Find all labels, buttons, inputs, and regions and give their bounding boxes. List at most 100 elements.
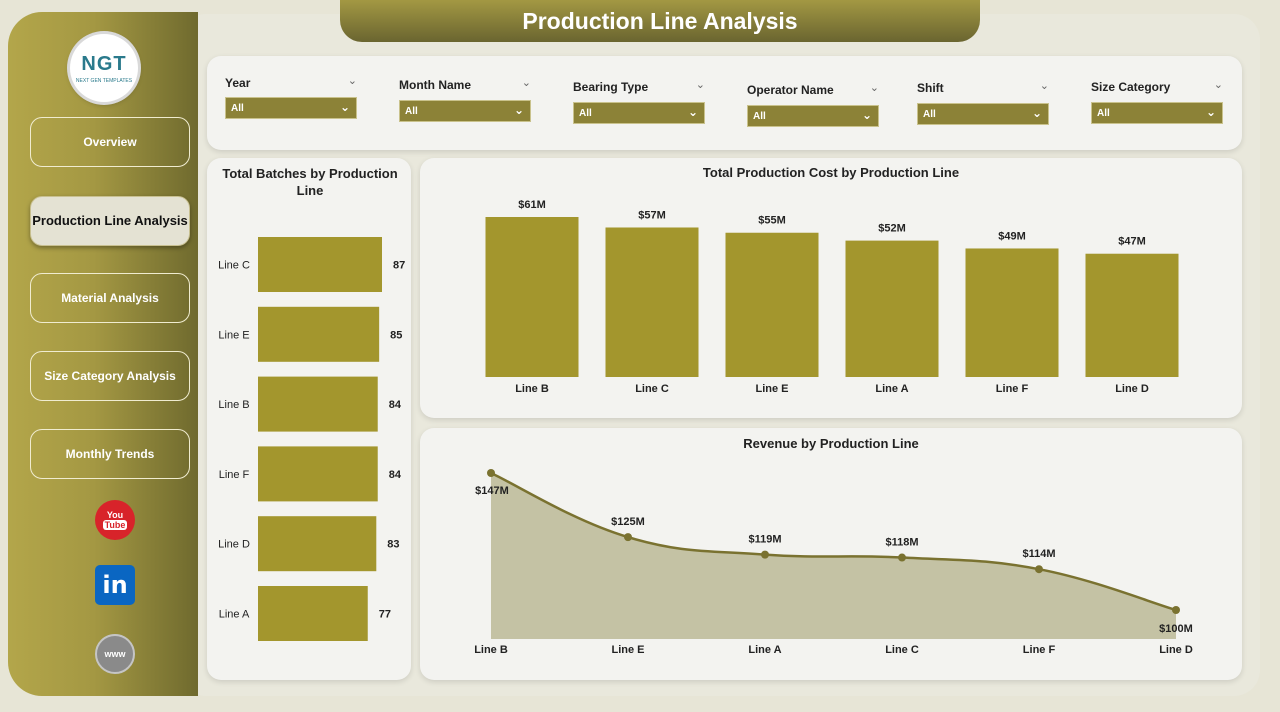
batches-category-label: Line C — [218, 260, 250, 272]
nav-overview-button[interactable]: Overview — [30, 117, 190, 167]
revenue-category-label: Line F — [1023, 644, 1056, 656]
filter-label: Operator Name — [747, 83, 834, 97]
filter-panel: Year ⌄ All ⌄ Month Name ⌄ All ⌄ Bearing … — [207, 56, 1242, 150]
chevron-down-icon: ⌄ — [1031, 106, 1042, 120]
cost-category-label: Line E — [755, 383, 788, 395]
filter-size-category: Size Category ⌄ All ⌄ — [1091, 78, 1223, 124]
filter-value: All — [231, 102, 244, 114]
cost-value-label: $52M — [878, 223, 906, 235]
month-name-select[interactable]: All ⌄ — [399, 100, 531, 122]
revenue-category-label: Line C — [885, 644, 919, 656]
cost-bar[interactable] — [965, 248, 1059, 377]
cost-bar[interactable] — [485, 217, 579, 377]
revenue-point[interactable] — [624, 533, 632, 542]
nav-material-analysis-button[interactable]: Material Analysis — [30, 273, 190, 323]
year-select[interactable]: All ⌄ — [225, 97, 357, 119]
chevron-down-icon: ⌄ — [1205, 105, 1216, 119]
batches-category-label: Line A — [219, 609, 250, 621]
revenue-point[interactable] — [761, 550, 769, 559]
chevron-down-icon[interactable]: ⌄ — [347, 75, 357, 87]
batches-category-label: Line E — [218, 329, 249, 341]
filter-value: All — [1097, 107, 1110, 119]
operator-name-select[interactable]: All ⌄ — [747, 105, 879, 127]
filter-bearing-type: Bearing Type ⌄ All ⌄ — [573, 78, 705, 124]
bearing-type-select[interactable]: All ⌄ — [573, 102, 705, 124]
revenue-point[interactable] — [1035, 565, 1043, 574]
revenue-category-label: Line E — [611, 644, 644, 656]
revenue-chart-panel: Revenue by Production Line $147M Line B $1… — [420, 428, 1242, 680]
batches-category-label: Line B — [218, 399, 249, 411]
company-logo[interactable]: NGT NEXT GEN TEMPLATES — [70, 34, 138, 102]
page-title: Production Line Analysis — [340, 0, 980, 42]
revenue-point[interactable] — [898, 553, 906, 562]
revenue-area-fill — [491, 473, 1176, 639]
batches-bar[interactable] — [258, 446, 378, 502]
linkedin-icon[interactable]: in — [95, 565, 135, 605]
chevron-down-icon[interactable]: ⌄ — [1039, 80, 1049, 92]
revenue-category-label: Line D — [1159, 644, 1193, 656]
chevron-down-icon: ⌄ — [513, 103, 524, 117]
cost-chart-title: Total Production Cost by Production Line — [702, 165, 960, 180]
cost-bar[interactable] — [725, 232, 819, 377]
cost-bar[interactable] — [1085, 253, 1179, 377]
cost-category-label: Line B — [515, 383, 549, 395]
revenue-value-label: $147M — [475, 485, 509, 497]
cost-bar[interactable] — [605, 227, 699, 377]
filter-operator-name: Operator Name ⌄ All ⌄ — [747, 81, 879, 127]
chevron-down-icon[interactable]: ⌄ — [869, 82, 879, 94]
chevron-down-icon[interactable]: ⌄ — [521, 77, 531, 89]
chevron-down-icon: ⌄ — [339, 100, 350, 114]
youtube-icon[interactable]: You Tube — [95, 500, 135, 540]
revenue-value-label: $119M — [748, 534, 781, 546]
filter-shift: Shift ⌄ All ⌄ — [917, 79, 1049, 125]
batches-bar[interactable] — [258, 586, 368, 641]
filter-month-name: Month Name ⌄ All ⌄ — [399, 76, 531, 122]
batches-value-label: 84 — [389, 469, 402, 481]
cost-category-label: Line C — [635, 383, 669, 395]
batches-value-label: 87 — [393, 260, 405, 272]
batches-category-label: Line D — [218, 539, 250, 551]
batches-bar[interactable] — [258, 237, 382, 292]
website-globe-icon[interactable]: www — [95, 634, 135, 674]
batches-bar[interactable] — [258, 376, 378, 432]
chevron-down-icon: ⌄ — [861, 108, 872, 122]
logo-subtext: NEXT GEN TEMPLATES — [75, 77, 133, 84]
chevron-down-icon[interactable]: ⌄ — [1213, 79, 1223, 91]
filter-value: All — [753, 110, 766, 122]
chevron-down-icon: ⌄ — [687, 105, 698, 119]
youtube-text-top: You — [106, 510, 124, 520]
cost-value-label: $47M — [1118, 236, 1146, 248]
batches-bar[interactable] — [258, 306, 380, 362]
revenue-point[interactable] — [487, 469, 495, 477]
batches-value-label: 77 — [379, 609, 391, 621]
nav-monthly-trends-button[interactable]: Monthly Trends — [30, 429, 190, 479]
cost-value-label: $49M — [998, 230, 1026, 242]
filter-value: All — [579, 107, 592, 119]
sidebar: NGT NEXT GEN TEMPLATES Overview Producti… — [8, 12, 198, 696]
batches-category-label: Line F — [219, 469, 250, 481]
cost-chart: $61M Line B $57M Line C $55M Line E $52M Line A… — [485, 199, 1179, 395]
cost-value-label: $55M — [758, 215, 786, 227]
filter-label: Bearing Type — [573, 80, 649, 94]
logo-text: NGT — [81, 52, 127, 75]
revenue-chart-title: Revenue by Production Line — [743, 436, 919, 451]
size-category-select[interactable]: All ⌄ — [1091, 102, 1223, 124]
revenue-chart: $147M Line B $125M Line E $119M Line A $118M Li… — [474, 469, 1193, 656]
cost-bar[interactable] — [845, 240, 939, 377]
cost-chart-panel: Total Production Cost by Production Line… — [420, 158, 1242, 418]
batches-chart: Line C 87 Line E 85 Line B 84 Line F 84 Line D 83… — [218, 237, 405, 641]
filter-value: All — [923, 108, 936, 120]
batches-bar[interactable] — [258, 516, 377, 572]
revenue-point[interactable] — [1172, 606, 1180, 614]
filter-label: Size Category — [1091, 80, 1171, 94]
cost-category-label: Line D — [1115, 383, 1149, 395]
filter-label: Shift — [917, 81, 944, 95]
nav-size-category-analysis-button[interactable]: Size Category Analysis — [30, 351, 190, 401]
revenue-line — [490, 471, 1177, 612]
batches-chart-panel: Total Batches by Production Line Line C 8… — [207, 158, 411, 680]
revenue-value-label: $118M — [885, 537, 918, 549]
chevron-down-icon[interactable]: ⌄ — [695, 79, 705, 91]
nav-production-line-analysis-button[interactable]: Production Line Analysis — [30, 196, 190, 246]
shift-select[interactable]: All ⌄ — [917, 103, 1049, 125]
revenue-value-label: $125M — [611, 516, 645, 528]
